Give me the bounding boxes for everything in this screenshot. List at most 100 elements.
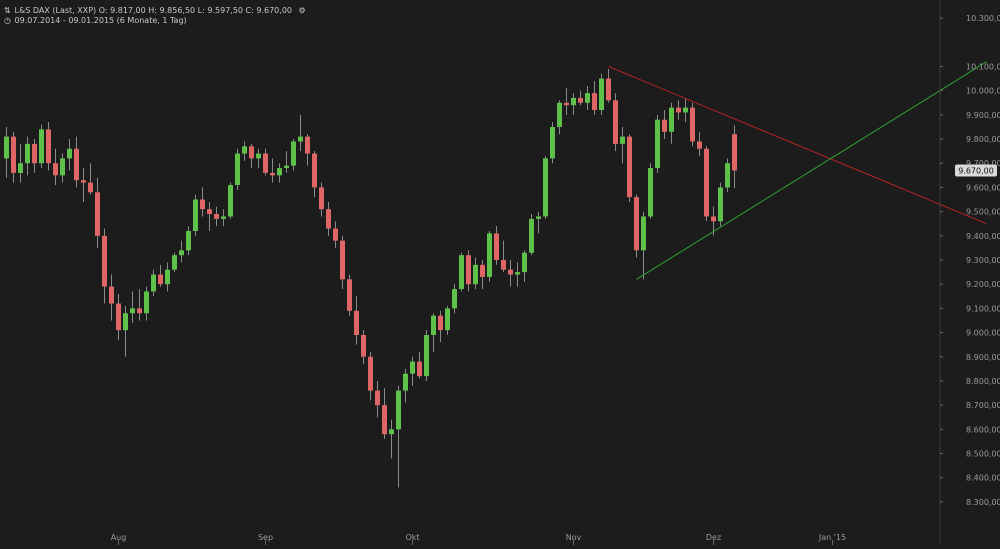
candle-down[interactable]	[319, 187, 324, 210]
candle-down[interactable]	[690, 107, 695, 142]
candle-down[interactable]	[466, 255, 471, 285]
candle-down[interactable]	[368, 356, 373, 391]
candle-up[interactable]	[585, 93, 590, 103]
candle-up[interactable]	[683, 107, 688, 113]
candle-down[interactable]	[480, 264, 485, 277]
candle-up[interactable]	[641, 216, 646, 251]
candle-down[interactable]	[361, 334, 366, 357]
gear-icon[interactable]: ⚙	[298, 6, 306, 15]
candle-down[interactable]	[312, 153, 317, 188]
candle-down[interactable]	[711, 216, 716, 222]
candle-down[interactable]	[109, 286, 114, 304]
candle-up[interactable]	[151, 274, 156, 292]
candle-down[interactable]	[137, 308, 142, 314]
candle-up[interactable]	[144, 291, 149, 314]
candle-up[interactable]	[123, 313, 128, 331]
candle-down[interactable]	[634, 197, 639, 251]
candle-up[interactable]	[550, 126, 555, 159]
candle-up[interactable]	[669, 107, 674, 132]
candle-up[interactable]	[599, 78, 604, 111]
candle-up[interactable]	[235, 153, 240, 186]
candle-down[interactable]	[354, 310, 359, 335]
candle-up[interactable]	[620, 136, 625, 144]
candle-up[interactable]	[473, 264, 478, 285]
candle-down[interactable]	[347, 279, 352, 311]
candle-up[interactable]	[459, 255, 464, 290]
candle-down[interactable]	[592, 93, 597, 111]
candle-down[interactable]	[578, 97, 583, 103]
candle-up[interactable]	[424, 334, 429, 377]
candle-down[interactable]	[662, 119, 667, 132]
candle-down[interactable]	[270, 172, 275, 176]
candle-down[interactable]	[606, 78, 611, 101]
candle-up[interactable]	[277, 168, 282, 176]
candle-up[interactable]	[256, 153, 261, 159]
candle-up[interactable]	[291, 141, 296, 166]
candle-up[interactable]	[522, 252, 527, 273]
trendline[interactable]	[608, 66, 987, 225]
candle-down[interactable]	[102, 235, 107, 287]
candle-down[interactable]	[613, 100, 618, 144]
candle-up[interactable]	[60, 158, 65, 176]
candle-up[interactable]	[445, 308, 450, 331]
candle-down[interactable]	[375, 390, 380, 406]
candle-up[interactable]	[39, 129, 44, 164]
candle-down[interactable]	[438, 315, 443, 331]
candle-down[interactable]	[326, 209, 331, 229]
candle-up[interactable]	[193, 199, 198, 231]
candle-up[interactable]	[67, 148, 72, 159]
candle-up[interactable]	[179, 250, 184, 256]
candle-up[interactable]	[221, 216, 226, 219]
candle-up[interactable]	[648, 168, 653, 217]
candle-up[interactable]	[165, 269, 170, 285]
candle-up[interactable]	[431, 315, 436, 335]
candle-up[interactable]	[18, 163, 23, 173]
candle-up[interactable]	[487, 233, 492, 277]
candle-up[interactable]	[130, 308, 135, 314]
candle-up[interactable]	[389, 429, 394, 435]
candle-down[interactable]	[501, 260, 506, 270]
candle-up[interactable]	[536, 216, 541, 219]
candle-down[interactable]	[53, 163, 58, 176]
candle-down[interactable]	[627, 136, 632, 198]
trendline[interactable]	[636, 61, 987, 280]
candle-down[interactable]	[704, 148, 709, 217]
candle-down[interactable]	[340, 240, 345, 280]
candle-down[interactable]	[494, 233, 499, 260]
candle-up[interactable]	[172, 255, 177, 270]
candle-up[interactable]	[242, 146, 247, 154]
candle-down[interactable]	[214, 214, 219, 219]
candle-up[interactable]	[410, 361, 415, 374]
candle-down[interactable]	[88, 182, 93, 193]
candle-down[interactable]	[697, 141, 702, 149]
candle-down[interactable]	[200, 199, 205, 210]
candle-up[interactable]	[25, 143, 30, 164]
candle-down[interactable]	[207, 209, 212, 215]
candle-up[interactable]	[571, 97, 576, 106]
candle-up[interactable]	[4, 136, 9, 159]
candle-up[interactable]	[725, 163, 730, 188]
candle-up[interactable]	[452, 289, 457, 309]
candle-up[interactable]	[298, 136, 303, 142]
candle-down[interactable]	[116, 303, 121, 331]
candle-down[interactable]	[732, 134, 737, 171]
candle-down[interactable]	[158, 274, 163, 285]
candle-down[interactable]	[564, 102, 569, 106]
candle-down[interactable]	[333, 228, 338, 241]
candle-up[interactable]	[515, 272, 520, 275]
candle-down[interactable]	[382, 405, 387, 435]
candle-up[interactable]	[396, 390, 401, 430]
candle-up[interactable]	[228, 185, 233, 217]
candle-down[interactable]	[263, 153, 268, 173]
candle-down[interactable]	[11, 136, 16, 173]
candle-up[interactable]	[403, 373, 408, 391]
candle-down[interactable]	[305, 136, 310, 154]
candle-down[interactable]	[508, 269, 513, 275]
candle-down[interactable]	[32, 143, 37, 164]
candle-down[interactable]	[95, 192, 100, 236]
candle-down[interactable]	[249, 146, 254, 159]
candle-down[interactable]	[417, 361, 422, 377]
candle-up[interactable]	[655, 119, 660, 169]
candle-up[interactable]	[186, 230, 191, 251]
